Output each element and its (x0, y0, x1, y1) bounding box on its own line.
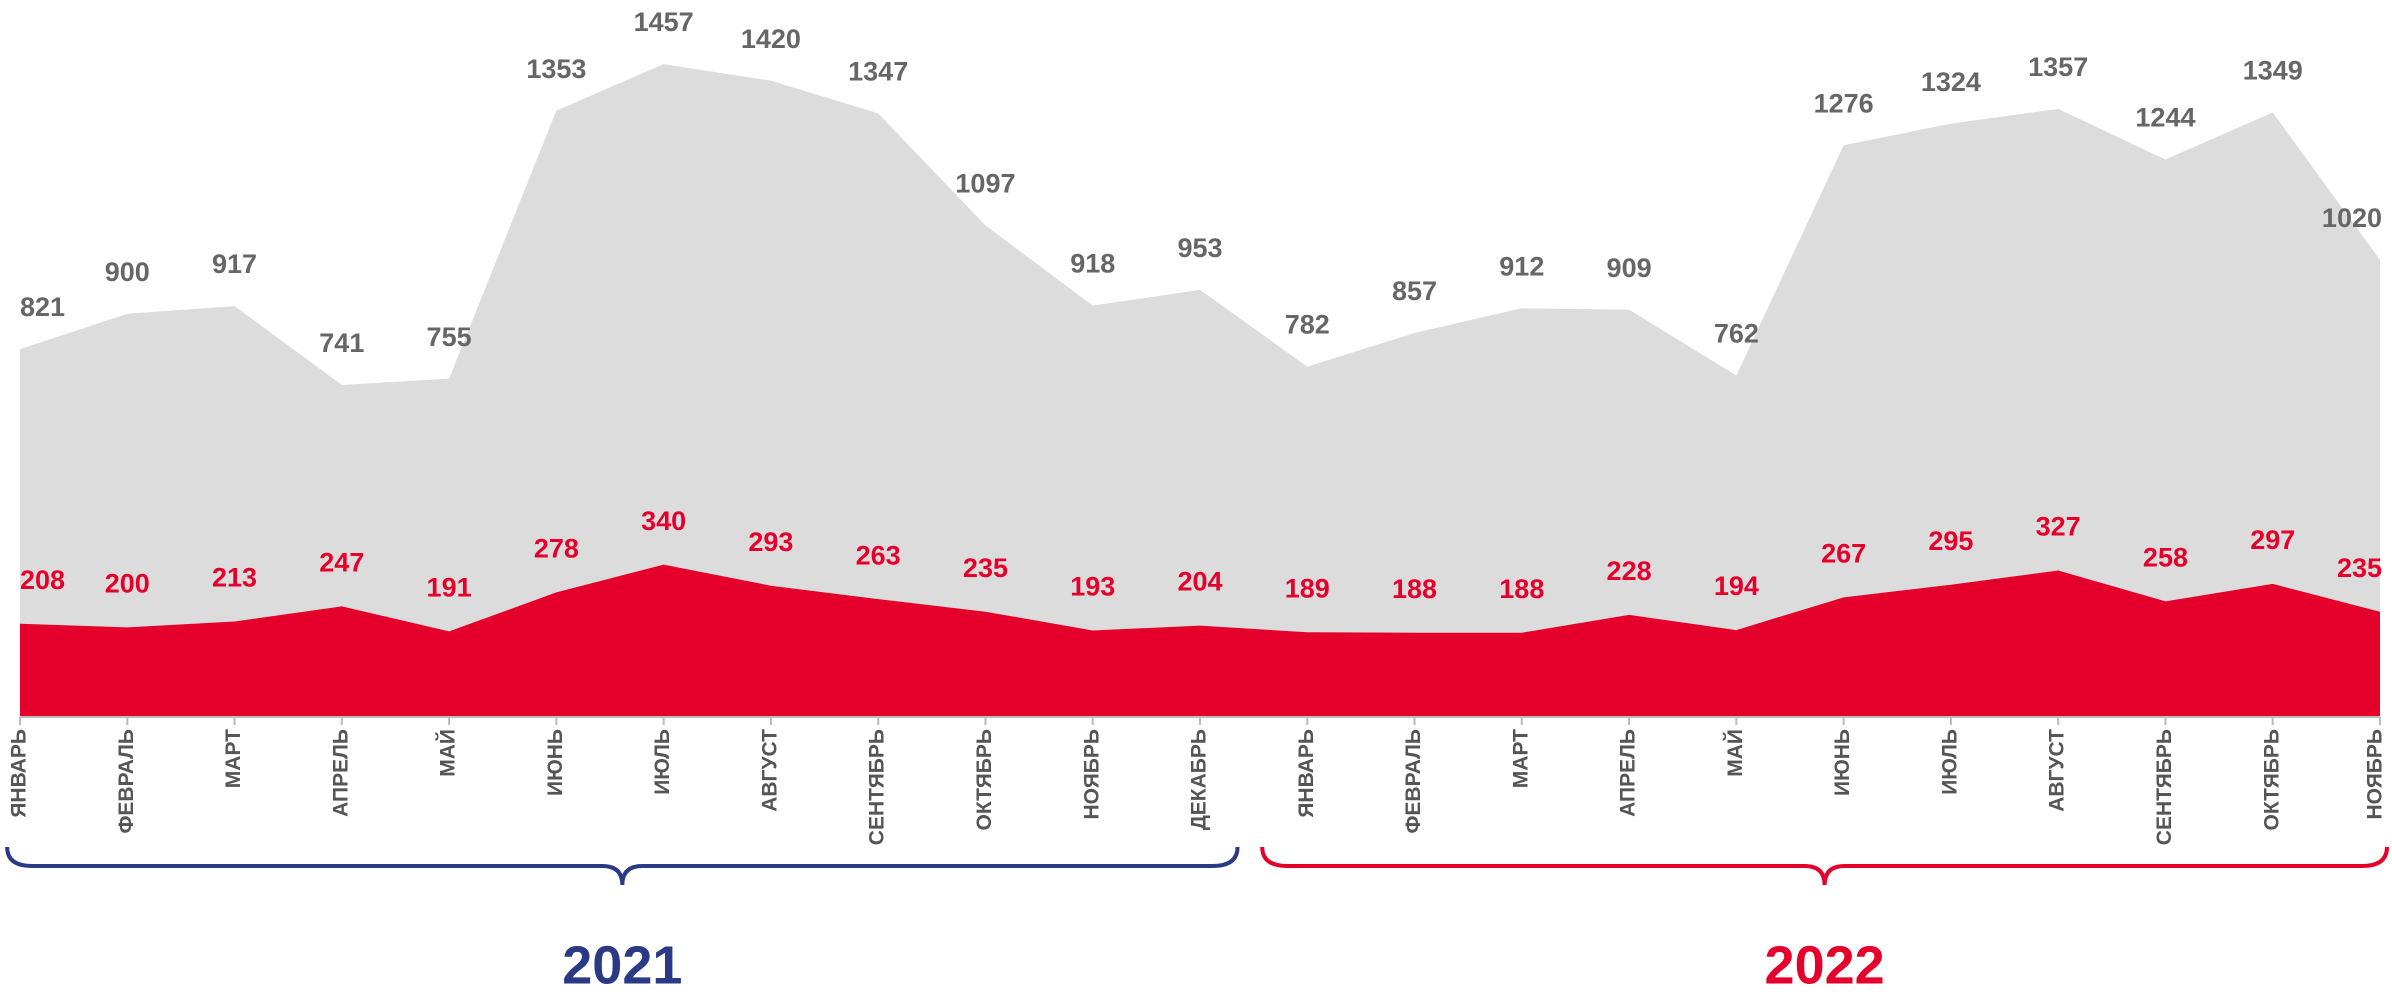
data-label: 1244 (2135, 103, 2195, 133)
data-label: 204 (1177, 567, 1222, 597)
data-label: 953 (1177, 233, 1222, 263)
x-tick-label: МАРТ (222, 729, 245, 788)
x-tick-label: ИЮНЬ (1831, 729, 1854, 796)
data-label: 821 (20, 292, 65, 322)
x-tick-label: АПРЕЛЬ (1617, 729, 1640, 817)
data-label: 267 (1821, 538, 1866, 568)
x-tick-label: МАЙ (1723, 729, 1747, 777)
x-tick-label: ФЕВРАЛЬ (115, 729, 138, 834)
x-tick-label: ЯНВАРЬ (1295, 729, 1318, 818)
x-tick-label: ИЮЛЬ (1938, 729, 1961, 795)
area (20, 64, 2380, 717)
group-label: 2021 (562, 935, 682, 995)
data-label: 213 (212, 563, 257, 593)
group-brace (5, 846, 1240, 886)
data-label: 188 (1499, 574, 1544, 604)
x-tick-label: ФЕВРАЛЬ (1402, 729, 1425, 834)
data-label: 263 (856, 540, 901, 570)
x-tick-label: АВГУСТ (2046, 729, 2069, 812)
x-tick-label: АПРЕЛЬ (329, 729, 352, 817)
x-tick-label: ИЮЛЬ (651, 729, 674, 795)
x-tick-label: СЕНТЯБРЬ (866, 729, 889, 845)
data-label: 194 (1714, 571, 1759, 601)
data-label: 918 (1070, 249, 1115, 279)
data-label: 188 (1392, 574, 1437, 604)
data-label: 340 (641, 506, 686, 536)
group-label: 2022 (1765, 935, 1885, 995)
data-label: 258 (2143, 543, 2188, 573)
data-label: 1349 (2243, 56, 2303, 86)
data-label: 293 (748, 527, 793, 557)
x-tick-label: ОКТЯБРЬ (2260, 729, 2283, 831)
x-tick-label: МАРТ (1509, 729, 1532, 788)
data-label: 857 (1392, 276, 1437, 306)
data-label: 900 (105, 257, 150, 287)
data-label: 1357 (2028, 52, 2088, 82)
x-tick-label: ИЮНЬ (544, 729, 567, 796)
data-label: 1020 (2322, 203, 2382, 233)
data-label: 1324 (1921, 67, 1981, 97)
data-label: 782 (1285, 310, 1330, 340)
x-tick-label: НОЯБРЬ (1080, 729, 1103, 820)
data-label: 208 (20, 565, 65, 595)
data-label: 327 (2036, 512, 2081, 542)
data-label: 235 (963, 553, 1008, 583)
area (20, 564, 2380, 717)
data-label: 247 (319, 547, 364, 577)
data-label: 1457 (634, 7, 694, 37)
data-label: 917 (212, 249, 257, 279)
data-label: 762 (1714, 319, 1759, 349)
data-label: 193 (1070, 572, 1115, 602)
data-label: 1347 (848, 57, 908, 87)
data-label: 1276 (1814, 88, 1874, 118)
data-label: 1097 (955, 169, 1015, 199)
data-label: 741 (319, 328, 364, 358)
x-tick-label: ОКТЯБРЬ (973, 729, 996, 831)
group-brace (1260, 846, 2389, 886)
data-label: 189 (1285, 573, 1330, 603)
x-tick-label: ЯНВАРЬ (8, 729, 31, 818)
data-label: 1353 (526, 54, 586, 84)
x-tick-label: АВГУСТ (758, 729, 781, 812)
x-tick-label: ДЕКАБРЬ (1188, 729, 1211, 830)
data-label: 297 (2250, 525, 2295, 555)
data-label: 228 (1607, 556, 1652, 586)
x-tick-label: МАЙ (436, 729, 460, 777)
x-tick-label: СЕНТЯБРЬ (2153, 729, 2176, 845)
data-label: 912 (1499, 251, 1544, 281)
data-label: 755 (427, 322, 472, 352)
data-label: 1420 (741, 24, 801, 54)
data-label: 200 (105, 569, 150, 599)
data-label: 295 (1928, 526, 1973, 556)
x-tick-label: НОЯБРЬ (2364, 729, 2387, 820)
data-label: 191 (427, 573, 472, 603)
data-label: 278 (534, 534, 579, 564)
data-label: 235 (2337, 553, 2382, 583)
data-label: 909 (1607, 253, 1652, 283)
